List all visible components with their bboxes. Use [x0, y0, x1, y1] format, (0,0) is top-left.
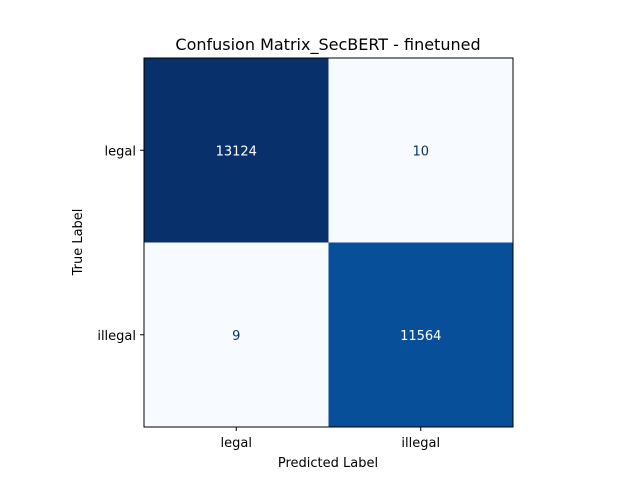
- y-axis-label: True Label: [71, 209, 86, 277]
- heatmap-cell-1-0: [144, 242, 329, 427]
- cell-value-label: 10: [412, 144, 429, 159]
- heatmap-cells: 13124 10 9 11564: [144, 58, 513, 427]
- y-tick-label: illegal: [97, 329, 136, 344]
- x-tick-label: legal: [221, 436, 252, 451]
- cell-value-label: 13124: [216, 144, 257, 159]
- cell-value-label: 11564: [400, 329, 441, 344]
- plot-frame: [143, 57, 514, 428]
- x-tick-label: illegal: [401, 436, 440, 451]
- cell-value-label: 9: [232, 329, 240, 344]
- heatmap-cell-0-0: [144, 58, 329, 243]
- heatmap-cell-1-1: [328, 242, 513, 427]
- axis-ticks: legal illegal legal illegal: [97, 144, 440, 451]
- x-axis-label: Predicted Label: [278, 456, 378, 471]
- heatmap-cell-0-1: [328, 58, 513, 243]
- chart-title: Confusion Matrix_SecBERT - finetuned: [175, 35, 480, 55]
- y-tick-label: legal: [105, 144, 136, 159]
